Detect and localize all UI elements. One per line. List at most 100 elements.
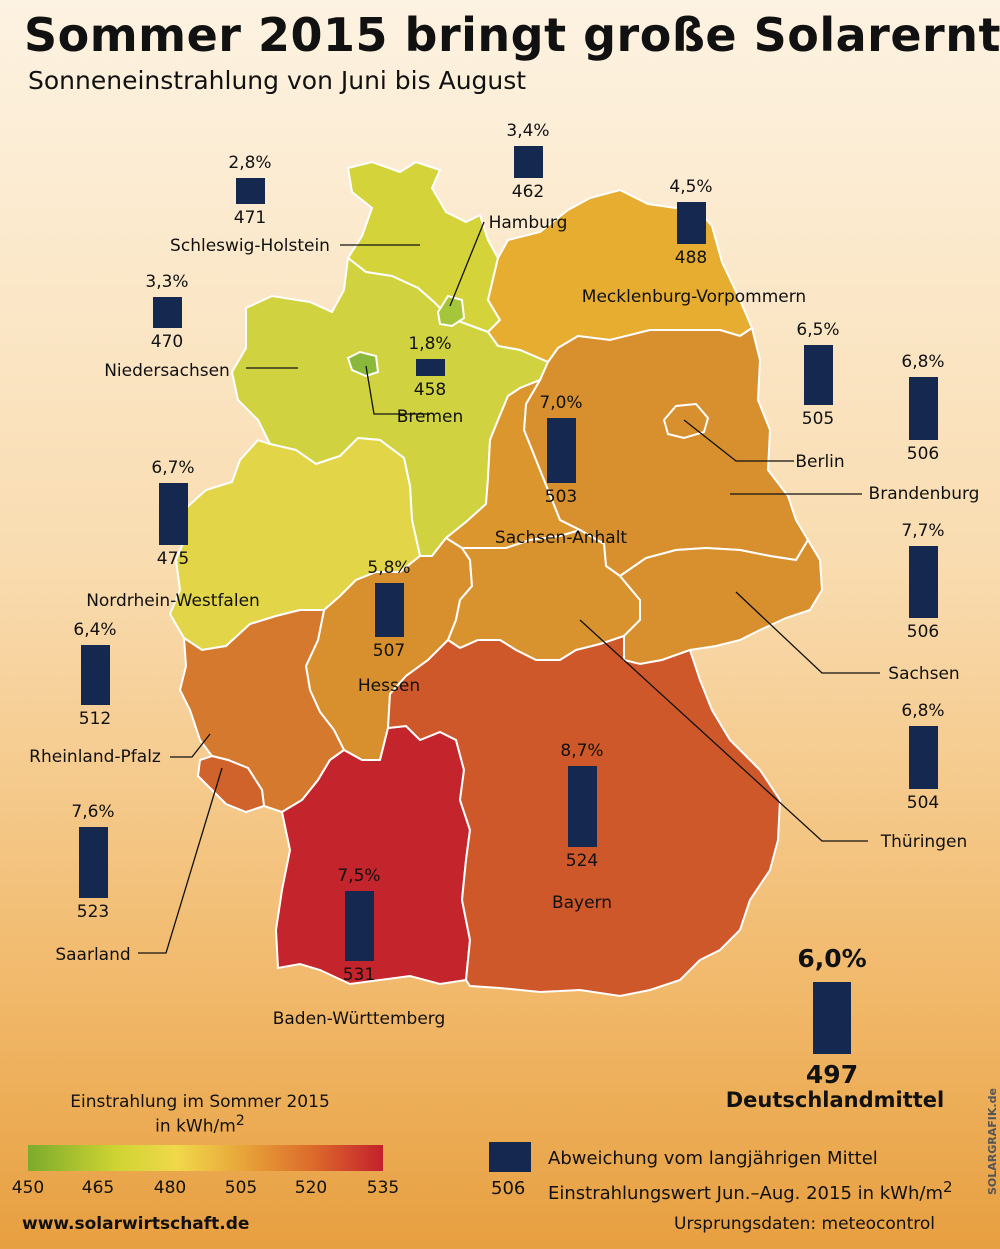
deviation-label-sn: 7,7%	[901, 521, 945, 541]
deviation-bar-ni	[152, 297, 182, 328]
region-name-sh: Schleswig-Holstein	[170, 236, 330, 256]
leader-line-sn	[735, 591, 880, 674]
legend-key-value-text: Einstrahlungswert Jun.–Aug. 2015 in kWh/…	[548, 1178, 953, 1204]
value-label-sl: 523	[76, 902, 110, 922]
region-name-mv: Mecklenburg-Vorpommern	[581, 287, 807, 307]
scale-tick-480: 480	[153, 1178, 187, 1198]
website-link[interactable]: www.solarwirtschaft.de	[22, 1214, 250, 1234]
deviation-bar-bb	[908, 377, 938, 440]
value-label-be: 505	[801, 409, 835, 429]
scale-tick-535: 535	[366, 1178, 400, 1198]
leader-line-hb	[365, 365, 430, 415]
leader-line-rp	[170, 733, 211, 758]
region-name-ni: Niedersachsen	[104, 361, 230, 381]
national-deviation-bar	[813, 982, 851, 1054]
scale-tick-465: 465	[81, 1178, 115, 1198]
deviation-label-sl: 7,6%	[71, 802, 115, 822]
leader-line-th	[579, 619, 868, 842]
region-name-bb: Brandenburg	[868, 484, 980, 504]
deviation-bar-hh	[513, 146, 543, 178]
state-hh	[436, 294, 466, 328]
region-name-hb: Bremen	[396, 407, 464, 427]
value-label-bw: 531	[342, 965, 376, 985]
deviation-bar-bw	[344, 891, 374, 961]
deviation-label-th: 6,8%	[901, 701, 945, 721]
deviation-label-sh: 2,8%	[228, 153, 272, 173]
national-value-label: 497	[805, 1060, 859, 1089]
state-sn	[618, 538, 824, 666]
value-label-by: 524	[565, 851, 599, 871]
deviation-bar-be	[803, 345, 833, 405]
deviation-bar-nw	[158, 483, 188, 545]
credit-note: SOLARGRAFIK.de	[986, 1088, 999, 1195]
value-label-hb: 458	[413, 380, 447, 400]
deviation-bar-mv	[676, 202, 706, 244]
page-title: Sommer 2015 bringt große Solarernte	[24, 8, 1000, 62]
deviation-bar-sh	[235, 178, 265, 204]
legend-key-value-text-main: Einstrahlungswert Jun.–Aug. 2015 in kWh/…	[548, 1183, 943, 1204]
scale-tick-505: 505	[224, 1178, 258, 1198]
scale-tick-450: 450	[11, 1178, 45, 1198]
value-label-th: 504	[906, 793, 940, 813]
value-label-nw: 475	[156, 549, 190, 569]
region-name-sn: Sachsen	[888, 664, 960, 684]
legend-title-line1: Einstrahlung im Sommer 2015	[70, 1092, 330, 1112]
region-name-rp: Rheinland-Pfalz	[29, 747, 161, 767]
leader-line-sl	[138, 767, 223, 954]
legend-title-sup: 2	[235, 1113, 245, 1129]
deviation-bar-th	[908, 726, 938, 789]
deviation-label-hb: 1,8%	[408, 334, 452, 354]
value-label-st: 503	[544, 487, 578, 507]
legend-key-value: 506	[491, 1178, 526, 1199]
legend-key-value-sup: 2	[942, 1178, 953, 1196]
legend-key-bar	[489, 1142, 531, 1172]
legend-key-deviation-text: Abweichung vom langjährigen Mittel	[548, 1148, 878, 1169]
value-label-ni: 470	[150, 332, 184, 352]
deviation-bar-rp	[80, 645, 110, 705]
region-name-he: Hessen	[357, 676, 421, 696]
value-label-he: 507	[372, 641, 406, 661]
value-label-sn: 506	[906, 622, 940, 642]
region-name-by: Bayern	[551, 893, 613, 913]
deviation-bar-sn	[908, 546, 938, 618]
deviation-label-hh: 3,4%	[506, 121, 550, 141]
leader-line-be	[683, 419, 794, 462]
page-subtitle: Sonneneinstrahlung von Juni bis August	[28, 66, 527, 95]
leader-line-hh	[449, 221, 485, 307]
state-sl	[196, 754, 266, 814]
deviation-bar-by	[567, 766, 597, 847]
deviation-label-st: 7,0%	[539, 393, 583, 413]
source-note: Ursprungsdaten: meteocontrol	[674, 1214, 935, 1234]
deviation-label-nw: 6,7%	[151, 458, 195, 478]
deviation-label-ni: 3,3%	[145, 272, 189, 292]
legend-title-line2: in kWh/m	[155, 1116, 236, 1137]
deviation-bar-st	[546, 418, 576, 483]
state-hb	[346, 350, 380, 378]
color-scale	[28, 1145, 383, 1171]
region-name-be: Berlin	[795, 452, 845, 472]
region-name-nw: Nordrhein-Westfalen	[86, 591, 260, 611]
legend-title: Einstrahlung im Sommer 2015 in kWh/m2	[70, 1093, 330, 1137]
value-label-sh: 471	[233, 208, 267, 228]
deviation-bar-he	[374, 583, 404, 637]
deviation-label-rp: 6,4%	[73, 620, 117, 640]
deviation-label-by: 8,7%	[560, 741, 604, 761]
value-label-mv: 488	[674, 248, 708, 268]
region-name-th: Thüringen	[880, 832, 968, 852]
deviation-bar-sl	[78, 827, 108, 898]
value-label-rp: 512	[78, 709, 112, 729]
national-name-label: Deutschlandmittel	[725, 1088, 945, 1112]
value-label-bb: 506	[906, 444, 940, 464]
deviation-label-bw: 7,5%	[337, 866, 381, 886]
scale-tick-520: 520	[294, 1178, 328, 1198]
region-name-bw: Baden-Württemberg	[272, 1009, 446, 1029]
region-name-sl: Saarland	[55, 945, 131, 965]
deviation-bar-hb	[415, 359, 445, 376]
deviation-label-he: 5,8%	[367, 558, 411, 578]
value-label-hh: 462	[511, 182, 545, 202]
deviation-label-mv: 4,5%	[669, 177, 713, 197]
deviation-label-bb: 6,8%	[901, 352, 945, 372]
region-name-st: Sachsen-Anhalt	[494, 528, 628, 548]
deviation-label-be: 6,5%	[796, 320, 840, 340]
